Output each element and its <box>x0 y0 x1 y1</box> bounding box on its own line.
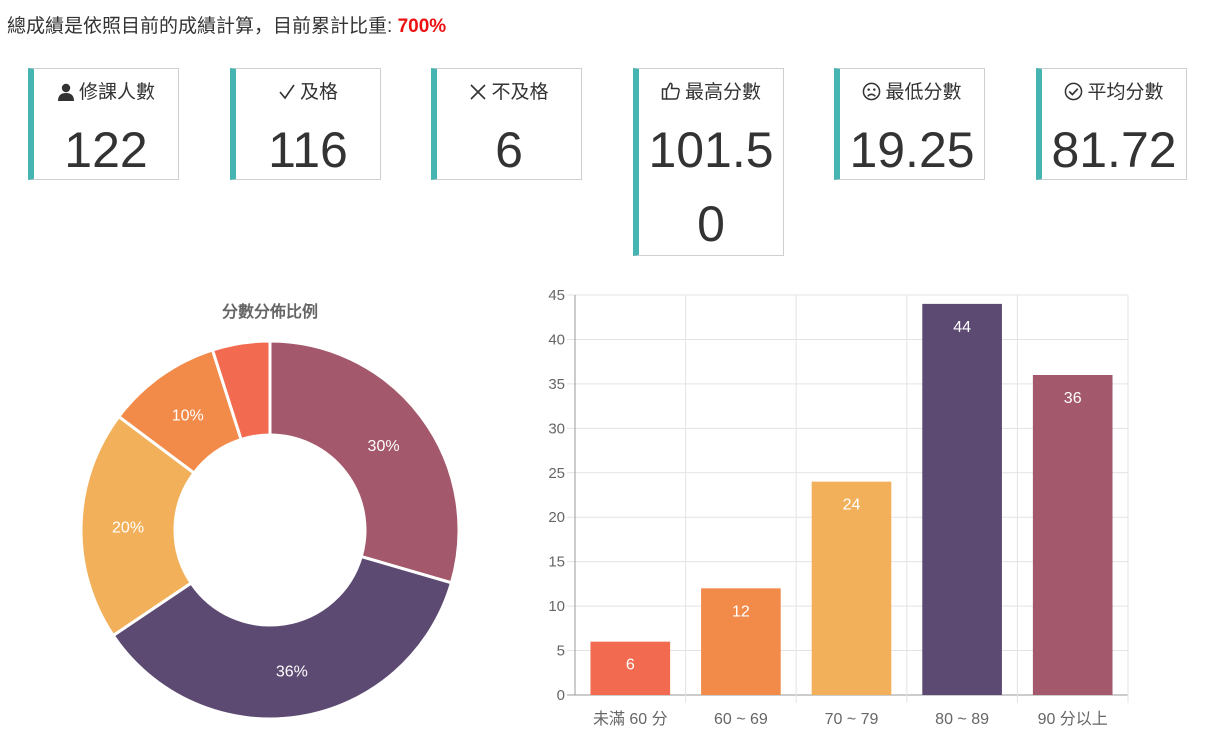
bar[interactable] <box>590 641 671 695</box>
bar-value-label: 12 <box>732 603 750 620</box>
stat-label-enrolled: 修課人數 <box>78 82 155 103</box>
y-tick-label: 30 <box>548 420 565 437</box>
donut-slice-label: 30% <box>368 438 400 455</box>
y-tick-label: 25 <box>548 465 565 482</box>
stat-card-passed: 及格 116 <box>230 68 381 180</box>
stat-card-failed: 不及格 6 <box>431 68 582 180</box>
x-tick-label: 70 ~ 79 <box>825 711 879 728</box>
donut-slice-label: 36% <box>276 663 308 680</box>
stat-label-lowest: 最低分數 <box>885 82 962 103</box>
bar-value-label: 36 <box>1064 390 1082 407</box>
y-tick-label: 20 <box>548 509 565 526</box>
stat-card-enrolled: 修課人數 122 <box>28 68 179 180</box>
check-circle-icon <box>1065 82 1083 101</box>
thumbs-up-icon <box>661 82 680 100</box>
stat-value-highest: 101.50 <box>648 122 774 252</box>
stat-value-failed: 6 <box>495 122 523 178</box>
y-tick-label: 15 <box>548 554 565 571</box>
x-icon <box>470 84 487 100</box>
y-tick-label: 0 <box>557 687 565 704</box>
stat-card-average: 平均分數 81.72 <box>1036 68 1187 180</box>
score-distribution-bar-chart: 0 5 10 15 20 25 30 35 40 45 6 未滿 60 分 12 60 ~ 69 24 70 … <box>548 287 1129 728</box>
bar[interactable] <box>701 588 781 695</box>
x-tick-label: 60 ~ 69 <box>714 711 768 728</box>
stat-card-highest: 最高分數 101.50 <box>633 68 784 256</box>
bar-value-label: 24 <box>843 497 861 514</box>
y-tick-label: 5 <box>557 643 565 660</box>
frown-icon <box>863 82 881 101</box>
x-tick-label: 90 分以上 <box>1038 710 1108 728</box>
weight-summary-text: 總成績是依照目前的成績計算，目前累計比重: <box>7 16 398 37</box>
donut-slice[interactable] <box>210 339 272 442</box>
x-tick-label: 未滿 60 分 <box>593 710 668 728</box>
y-tick-label: 40 <box>548 331 565 348</box>
score-distribution-donut-chart: 分數分佈比例 30% 36% 20% 10% <box>79 302 461 721</box>
donut-chart-title: 分數分佈比例 <box>222 302 318 321</box>
stat-value-passed: 116 <box>268 122 348 178</box>
stat-label-passed: 及格 <box>299 82 338 103</box>
cumulative-weight-percent: 700% <box>397 16 447 37</box>
y-tick-label: 10 <box>548 598 565 615</box>
user-icon <box>57 83 74 101</box>
bar[interactable] <box>1032 375 1113 695</box>
stat-card-lowest: 最低分數 19.25 <box>834 68 985 180</box>
y-tick-label: 45 <box>548 287 565 304</box>
bar-value-label: 6 <box>626 657 635 674</box>
stat-label-failed: 不及格 <box>491 82 549 103</box>
stat-value-average: 81.72 <box>1051 122 1177 178</box>
bar[interactable] <box>811 481 892 695</box>
stat-value-lowest: 19.25 <box>849 122 975 178</box>
bar[interactable] <box>922 303 1002 695</box>
y-tick-label: 35 <box>548 376 565 393</box>
stat-label-highest: 最高分數 <box>684 82 761 103</box>
stat-label-average: 平均分數 <box>1087 82 1164 103</box>
donut-slice-label: 20% <box>112 519 144 536</box>
bar-value-label: 44 <box>953 319 971 336</box>
check-icon <box>279 84 295 100</box>
donut-slice[interactable] <box>111 554 454 721</box>
donut-slice-label: 10% <box>172 407 204 424</box>
x-tick-label: 80 ~ 89 <box>935 711 989 728</box>
stat-value-enrolled: 122 <box>64 122 148 178</box>
donut-slice[interactable] <box>268 339 461 585</box>
donut-slice[interactable] <box>79 414 197 638</box>
weight-summary: 總成績是依照目前的成績計算，目前累計比重: 700% <box>7 11 446 38</box>
